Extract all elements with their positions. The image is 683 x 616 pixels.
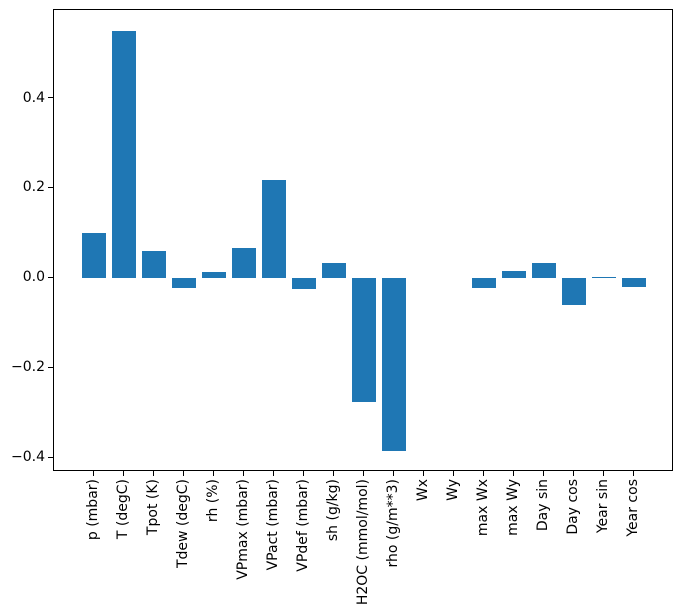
x-tick-mark — [122, 471, 124, 476]
bar — [172, 278, 197, 288]
y-tick-label: 0.0 — [22, 269, 45, 286]
y-tick-mark — [48, 97, 53, 99]
y-tick-label: 0.2 — [22, 179, 45, 196]
x-tick-mark — [452, 471, 454, 476]
bar — [592, 276, 617, 279]
y-tick-label: −0.2 — [11, 359, 45, 376]
x-tick-mark — [332, 471, 334, 476]
x-tick-label: rh (%) — [205, 479, 222, 523]
x-tick-label: p (mbar) — [85, 479, 102, 541]
x-tick-label: max Wy — [505, 479, 522, 536]
x-tick-label: T (degC) — [115, 479, 132, 540]
x-tick-mark — [182, 471, 184, 476]
x-tick-mark — [212, 471, 214, 476]
bar — [292, 278, 317, 289]
x-tick-label: VPact (mbar) — [265, 479, 282, 571]
bar — [562, 278, 587, 306]
bar — [322, 263, 347, 279]
x-tick-label: Day cos — [565, 479, 582, 535]
x-tick-mark — [422, 471, 424, 476]
y-tick-label: 0.4 — [22, 89, 45, 106]
y-tick-mark — [48, 366, 53, 368]
y-tick-label: −0.4 — [11, 449, 45, 466]
x-tick-label: sh (g/kg) — [325, 479, 342, 542]
x-tick-label: max Wx — [475, 479, 492, 537]
plot-area — [53, 9, 673, 471]
x-tick-label: Wy — [445, 479, 462, 501]
x-tick-mark — [92, 471, 94, 476]
x-tick-mark — [512, 471, 514, 476]
x-tick-mark — [542, 471, 544, 476]
bar — [112, 31, 137, 279]
bar — [472, 278, 497, 289]
x-tick-label: Day sin — [535, 479, 552, 532]
bar — [352, 278, 377, 403]
bar — [202, 272, 227, 279]
x-tick-label: Year sin — [595, 479, 612, 534]
x-tick-label: rho (g/m**3) — [385, 479, 402, 568]
x-tick-mark — [572, 471, 574, 476]
x-tick-label: Tdew (degC) — [175, 479, 192, 569]
x-tick-mark — [482, 471, 484, 476]
bar — [502, 270, 527, 279]
bar — [532, 263, 557, 279]
x-tick-label: Year cos — [625, 479, 642, 537]
x-tick-label: VPmax (mbar) — [235, 479, 252, 580]
bar — [382, 278, 407, 451]
x-tick-mark — [272, 471, 274, 476]
y-tick-mark — [48, 186, 53, 188]
x-tick-label: Tpot (K) — [145, 479, 162, 536]
x-tick-mark — [362, 471, 364, 476]
bar — [262, 179, 287, 279]
bar — [82, 233, 107, 279]
bar — [622, 278, 647, 288]
x-tick-mark — [392, 471, 394, 476]
x-tick-label: VPdef (mbar) — [295, 479, 312, 572]
x-tick-mark — [632, 471, 634, 476]
x-tick-label: Wx — [415, 479, 432, 502]
x-tick-mark — [302, 471, 304, 476]
y-tick-mark — [48, 276, 53, 278]
x-tick-label: H2OC (mmol/mol) — [355, 479, 372, 606]
x-tick-mark — [602, 471, 604, 476]
x-tick-mark — [242, 471, 244, 476]
y-tick-mark — [48, 456, 53, 458]
bar — [142, 250, 167, 279]
x-tick-mark — [152, 471, 154, 476]
bar — [232, 248, 257, 279]
